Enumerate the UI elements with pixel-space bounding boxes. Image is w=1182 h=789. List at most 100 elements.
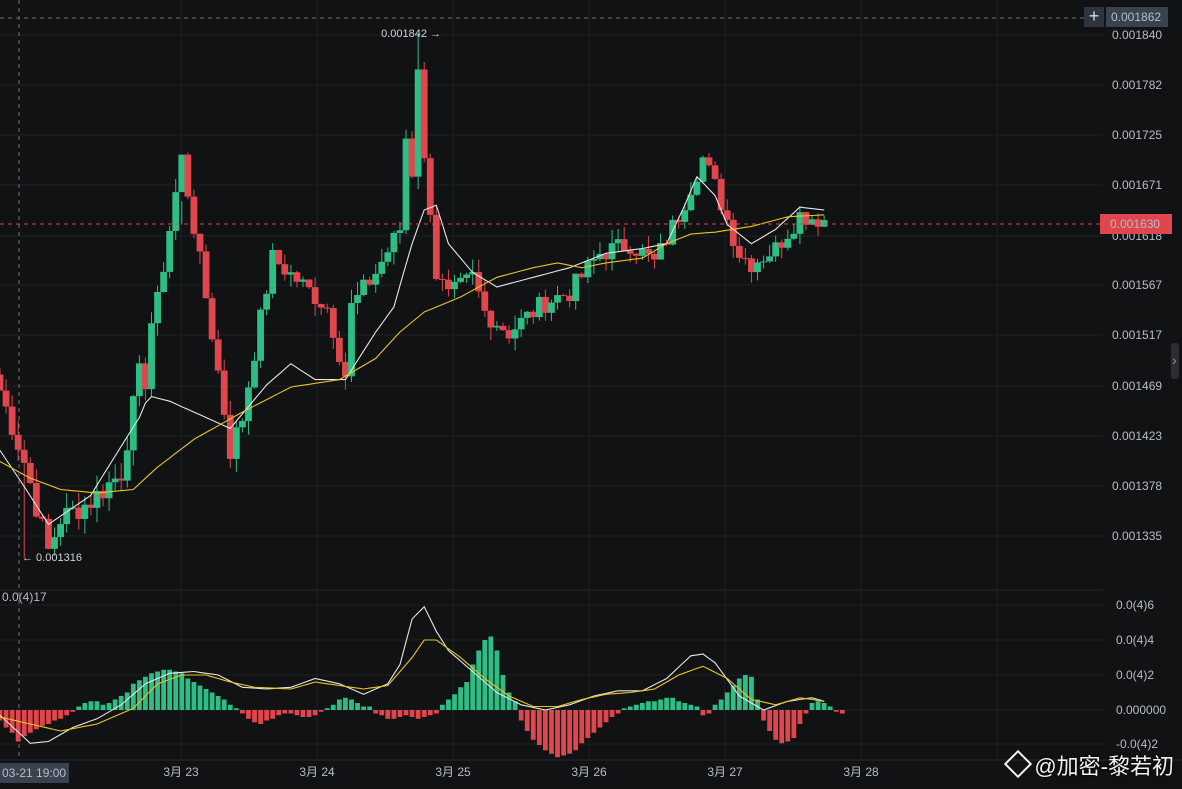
candle-up[interactable] xyxy=(657,243,664,260)
candle-up[interactable] xyxy=(354,295,361,304)
candle-down[interactable] xyxy=(578,273,586,278)
candle-down[interactable] xyxy=(778,242,786,248)
candle-down[interactable] xyxy=(190,196,198,234)
candle-up[interactable] xyxy=(772,242,780,257)
candle-down[interactable] xyxy=(505,330,513,339)
candle-up[interactable] xyxy=(239,421,246,428)
candle-down[interactable] xyxy=(335,337,343,362)
candle-up[interactable] xyxy=(790,233,798,239)
candle-down[interactable] xyxy=(208,298,216,340)
candle-up[interactable] xyxy=(111,478,119,483)
candle-down[interactable] xyxy=(499,325,507,331)
candle-up[interactable] xyxy=(754,262,761,273)
candle-down[interactable] xyxy=(529,311,537,318)
candle-up[interactable] xyxy=(232,427,240,459)
candle-up[interactable] xyxy=(784,238,792,248)
candle-up[interactable] xyxy=(517,317,525,330)
candle-down[interactable] xyxy=(275,249,283,265)
candle-up[interactable] xyxy=(608,243,616,260)
candle-down[interactable] xyxy=(323,307,331,309)
candle-down[interactable] xyxy=(723,210,731,220)
candle-down[interactable] xyxy=(26,462,34,484)
candle-up[interactable] xyxy=(760,261,767,263)
candle-up[interactable] xyxy=(257,309,264,361)
candle-down[interactable] xyxy=(717,178,725,211)
candle-down[interactable] xyxy=(196,233,204,252)
candle-down[interactable] xyxy=(802,212,810,225)
candle-down[interactable] xyxy=(14,434,22,450)
candle-up[interactable] xyxy=(590,259,598,261)
candle-down[interactable] xyxy=(2,390,10,407)
candle-down[interactable] xyxy=(566,295,574,302)
candle-down[interactable] xyxy=(432,214,440,279)
candle-down[interactable] xyxy=(438,278,446,280)
candle-up[interactable] xyxy=(402,138,410,231)
candle-up[interactable] xyxy=(251,360,258,388)
candle-up[interactable] xyxy=(693,181,701,195)
candle-down[interactable] xyxy=(426,158,434,215)
candle-down[interactable] xyxy=(45,518,52,549)
candle-up[interactable] xyxy=(535,296,543,318)
candle-up[interactable] xyxy=(57,524,64,538)
candle-up[interactable] xyxy=(469,272,477,275)
candle-up[interactable] xyxy=(178,154,186,193)
candle-down[interactable] xyxy=(317,304,325,308)
candle-down[interactable] xyxy=(741,257,749,259)
candle-down[interactable] xyxy=(366,279,374,285)
candle-down[interactable] xyxy=(748,258,755,273)
candle-up[interactable] xyxy=(766,256,774,262)
candle-up[interactable] xyxy=(554,295,561,303)
candle-down[interactable] xyxy=(8,406,16,435)
candle-down[interactable] xyxy=(487,310,495,328)
candle-down[interactable] xyxy=(311,287,319,305)
candle-down[interactable] xyxy=(729,219,737,246)
candle-up[interactable] xyxy=(166,230,174,272)
candle-down[interactable] xyxy=(602,253,610,260)
candle-down[interactable] xyxy=(226,414,234,459)
candle-up[interactable] xyxy=(638,248,646,256)
candle-down[interactable] xyxy=(645,248,652,254)
candle-down[interactable] xyxy=(408,138,416,177)
candle-down[interactable] xyxy=(0,374,4,391)
candle-down[interactable] xyxy=(711,165,719,179)
candle-down[interactable] xyxy=(142,363,149,390)
candle-up[interactable] xyxy=(808,219,816,225)
candle-up[interactable] xyxy=(820,220,828,227)
candle-down[interactable] xyxy=(32,483,40,517)
candle-up[interactable] xyxy=(299,279,307,282)
candle-up[interactable] xyxy=(105,482,113,499)
candle-down[interactable] xyxy=(184,154,192,197)
candle-up[interactable] xyxy=(523,311,531,318)
candle-up[interactable] xyxy=(548,302,555,313)
candle-up[interactable] xyxy=(372,273,380,285)
candle-up[interactable] xyxy=(129,396,137,451)
candle-down[interactable] xyxy=(281,264,289,275)
candle-down[interactable] xyxy=(626,250,634,254)
candle-up[interactable] xyxy=(451,281,458,290)
candle-up[interactable] xyxy=(135,363,143,397)
candle-up[interactable] xyxy=(384,252,392,262)
candle-up[interactable] xyxy=(148,323,155,390)
candle-up[interactable] xyxy=(614,239,622,244)
candle-up[interactable] xyxy=(493,325,501,328)
candle-down[interactable] xyxy=(329,308,337,338)
candle-up[interactable] xyxy=(511,329,519,339)
candle-down[interactable] xyxy=(445,279,452,290)
candle-down[interactable] xyxy=(39,516,46,519)
candle-up[interactable] xyxy=(681,210,689,222)
candle-down[interactable] xyxy=(814,219,822,227)
candle-down[interactable] xyxy=(705,157,713,166)
candle-up[interactable] xyxy=(51,537,58,549)
candle-down[interactable] xyxy=(620,239,628,251)
candle-down[interactable] xyxy=(293,272,301,282)
candle-up[interactable] xyxy=(245,387,252,422)
candle-down[interactable] xyxy=(342,361,349,377)
candle-up[interactable] xyxy=(414,69,422,177)
candle-up[interactable] xyxy=(463,274,471,278)
candle-down[interactable] xyxy=(220,370,228,415)
candle-up[interactable] xyxy=(269,249,277,294)
candle-down[interactable] xyxy=(675,219,683,222)
candle-down[interactable] xyxy=(560,295,567,297)
candle-down[interactable] xyxy=(305,279,313,288)
